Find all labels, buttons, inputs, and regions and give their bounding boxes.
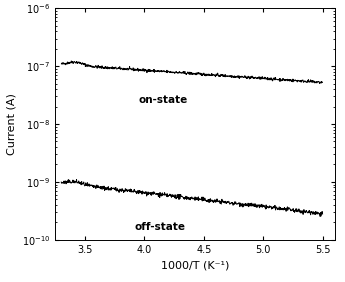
Y-axis label: Current (A): Current (A) [6,93,16,155]
Text: on-state: on-state [138,95,188,105]
Text: off-state: off-state [135,222,186,232]
X-axis label: 1000/T (K⁻¹): 1000/T (K⁻¹) [161,260,229,270]
